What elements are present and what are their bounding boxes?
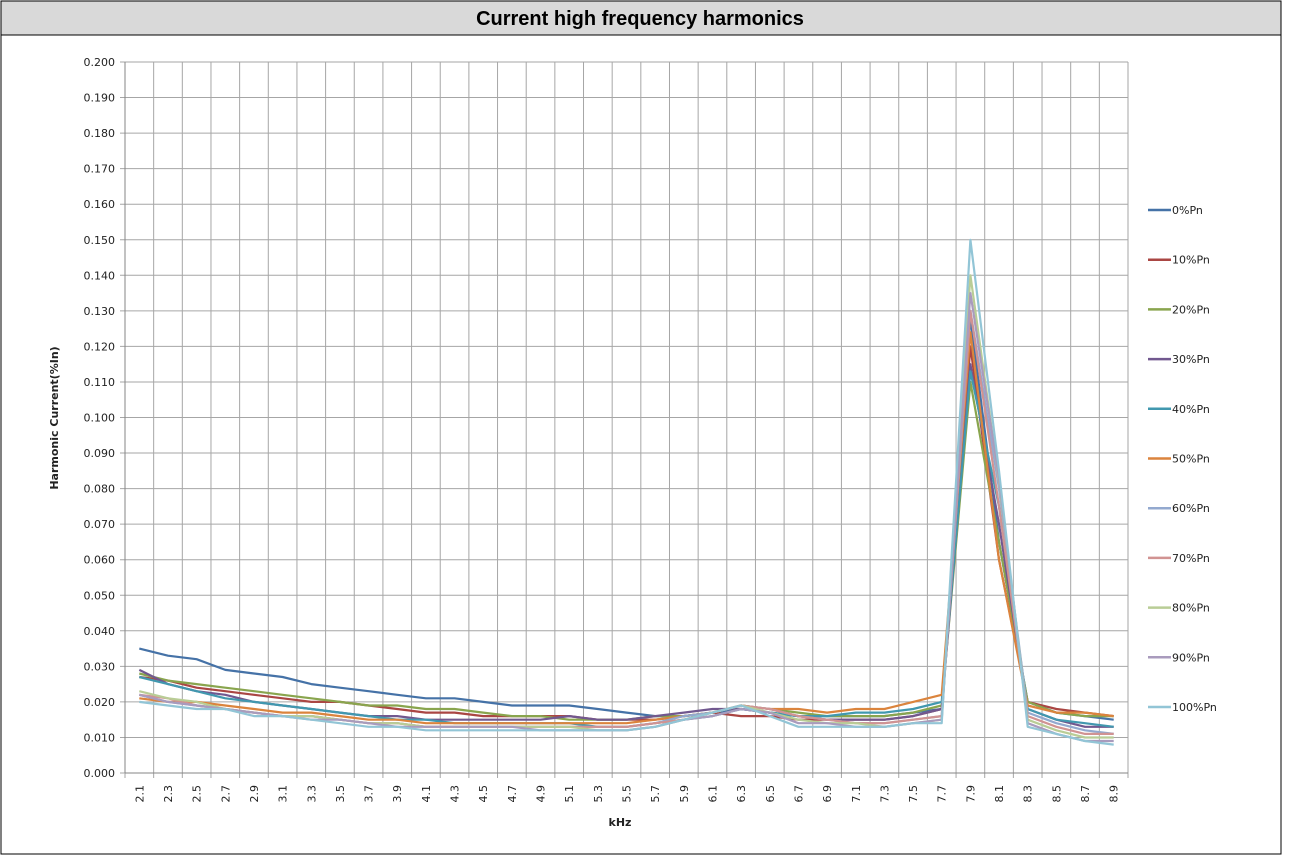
legend-label: 60%Pn	[1172, 502, 1210, 515]
x-tick-label: 4.5	[477, 785, 490, 803]
y-tick-label: 0.060	[84, 554, 116, 567]
x-tick-label: 4.7	[506, 785, 519, 803]
y-tick-label: 0.180	[84, 127, 116, 140]
x-tick-label: 7.1	[850, 785, 863, 803]
x-tick-label: 3.9	[391, 785, 404, 803]
y-tick-label: 0.000	[84, 767, 116, 780]
y-tick-label: 0.070	[84, 518, 116, 531]
y-tick-label: 0.020	[84, 696, 116, 709]
header-bar	[0, 0, 1282, 36]
x-tick-label: 2.9	[248, 785, 261, 803]
legend-label: 30%Pn	[1172, 353, 1210, 366]
legend-label: 20%Pn	[1172, 303, 1210, 316]
x-tick-label: 7.9	[964, 785, 977, 803]
x-tick-label: 3.3	[305, 785, 318, 803]
y-tick-label: 0.090	[84, 447, 116, 460]
x-tick-label: 8.1	[993, 785, 1006, 803]
x-tick-label: 2.7	[219, 785, 232, 803]
y-tick-label: 0.080	[84, 483, 116, 496]
x-tick-label: 4.3	[449, 785, 462, 803]
x-tick-label: 2.3	[162, 785, 175, 803]
x-tick-label: 6.5	[764, 785, 777, 803]
series-line	[139, 238, 1114, 746]
y-tick-label: 0.120	[84, 340, 116, 353]
legend-label: 40%Pn	[1172, 403, 1210, 416]
x-tick-label: 4.1	[420, 785, 433, 803]
x-tick-label: 5.5	[621, 785, 634, 803]
y-tick-label: 0.150	[84, 234, 116, 247]
x-tick-label: 5.1	[563, 785, 576, 803]
y-tick-label: 0.170	[84, 163, 116, 176]
y-tick-label: 0.030	[84, 660, 116, 673]
legend-label: 70%Pn	[1172, 552, 1210, 565]
x-tick-label: 4.9	[535, 785, 548, 803]
y-tick-label: 0.100	[84, 412, 116, 425]
y-tick-label: 0.190	[84, 92, 116, 105]
x-tick-label: 5.7	[649, 785, 662, 803]
x-tick-label: 8.3	[1022, 785, 1035, 803]
legend-label: 0%Pn	[1172, 204, 1203, 217]
x-tick-label: 8.7	[1079, 785, 1092, 803]
x-tick-label: 6.1	[706, 785, 719, 803]
legend-label: 80%Pn	[1172, 602, 1210, 615]
x-tick-label: 7.5	[907, 785, 920, 803]
x-tick-label: 3.7	[363, 785, 376, 803]
x-tick-label: 8.5	[1050, 785, 1063, 803]
legend-label: 50%Pn	[1172, 453, 1210, 466]
x-tick-label: 7.7	[936, 785, 949, 803]
x-tick-label: 6.9	[821, 785, 834, 803]
y-tick-label: 0.140	[84, 269, 116, 282]
legend-label: 90%Pn	[1172, 651, 1210, 664]
x-tick-label: 5.3	[592, 785, 605, 803]
y-axis-label: Harmonic Current(%In)	[48, 346, 61, 489]
x-tick-label: 6.7	[792, 785, 805, 803]
legend-label: 10%Pn	[1172, 254, 1210, 267]
x-tick-label: 6.3	[735, 785, 748, 803]
x-tick-label: 2.1	[133, 785, 146, 803]
y-tick-label: 0.160	[84, 198, 116, 211]
y-tick-label: 0.040	[84, 625, 116, 638]
legend-label: 100%Pn	[1172, 701, 1217, 714]
x-tick-label: 8.9	[1108, 785, 1121, 803]
y-tick-label: 0.200	[84, 56, 116, 69]
x-axis-label: kHz	[609, 816, 632, 829]
x-tick-label: 7.3	[878, 785, 891, 803]
x-tick-label: 3.1	[277, 785, 290, 803]
x-tick-label: 2.5	[191, 785, 204, 803]
y-tick-label: 0.130	[84, 305, 116, 318]
y-tick-label: 0.110	[84, 376, 116, 389]
x-tick-label: 5.9	[678, 785, 691, 803]
x-tick-label: 3.5	[334, 785, 347, 803]
chart-title: Current high frequency harmonics	[476, 8, 804, 30]
y-tick-label: 0.010	[84, 731, 116, 744]
y-tick-label: 0.050	[84, 589, 116, 602]
